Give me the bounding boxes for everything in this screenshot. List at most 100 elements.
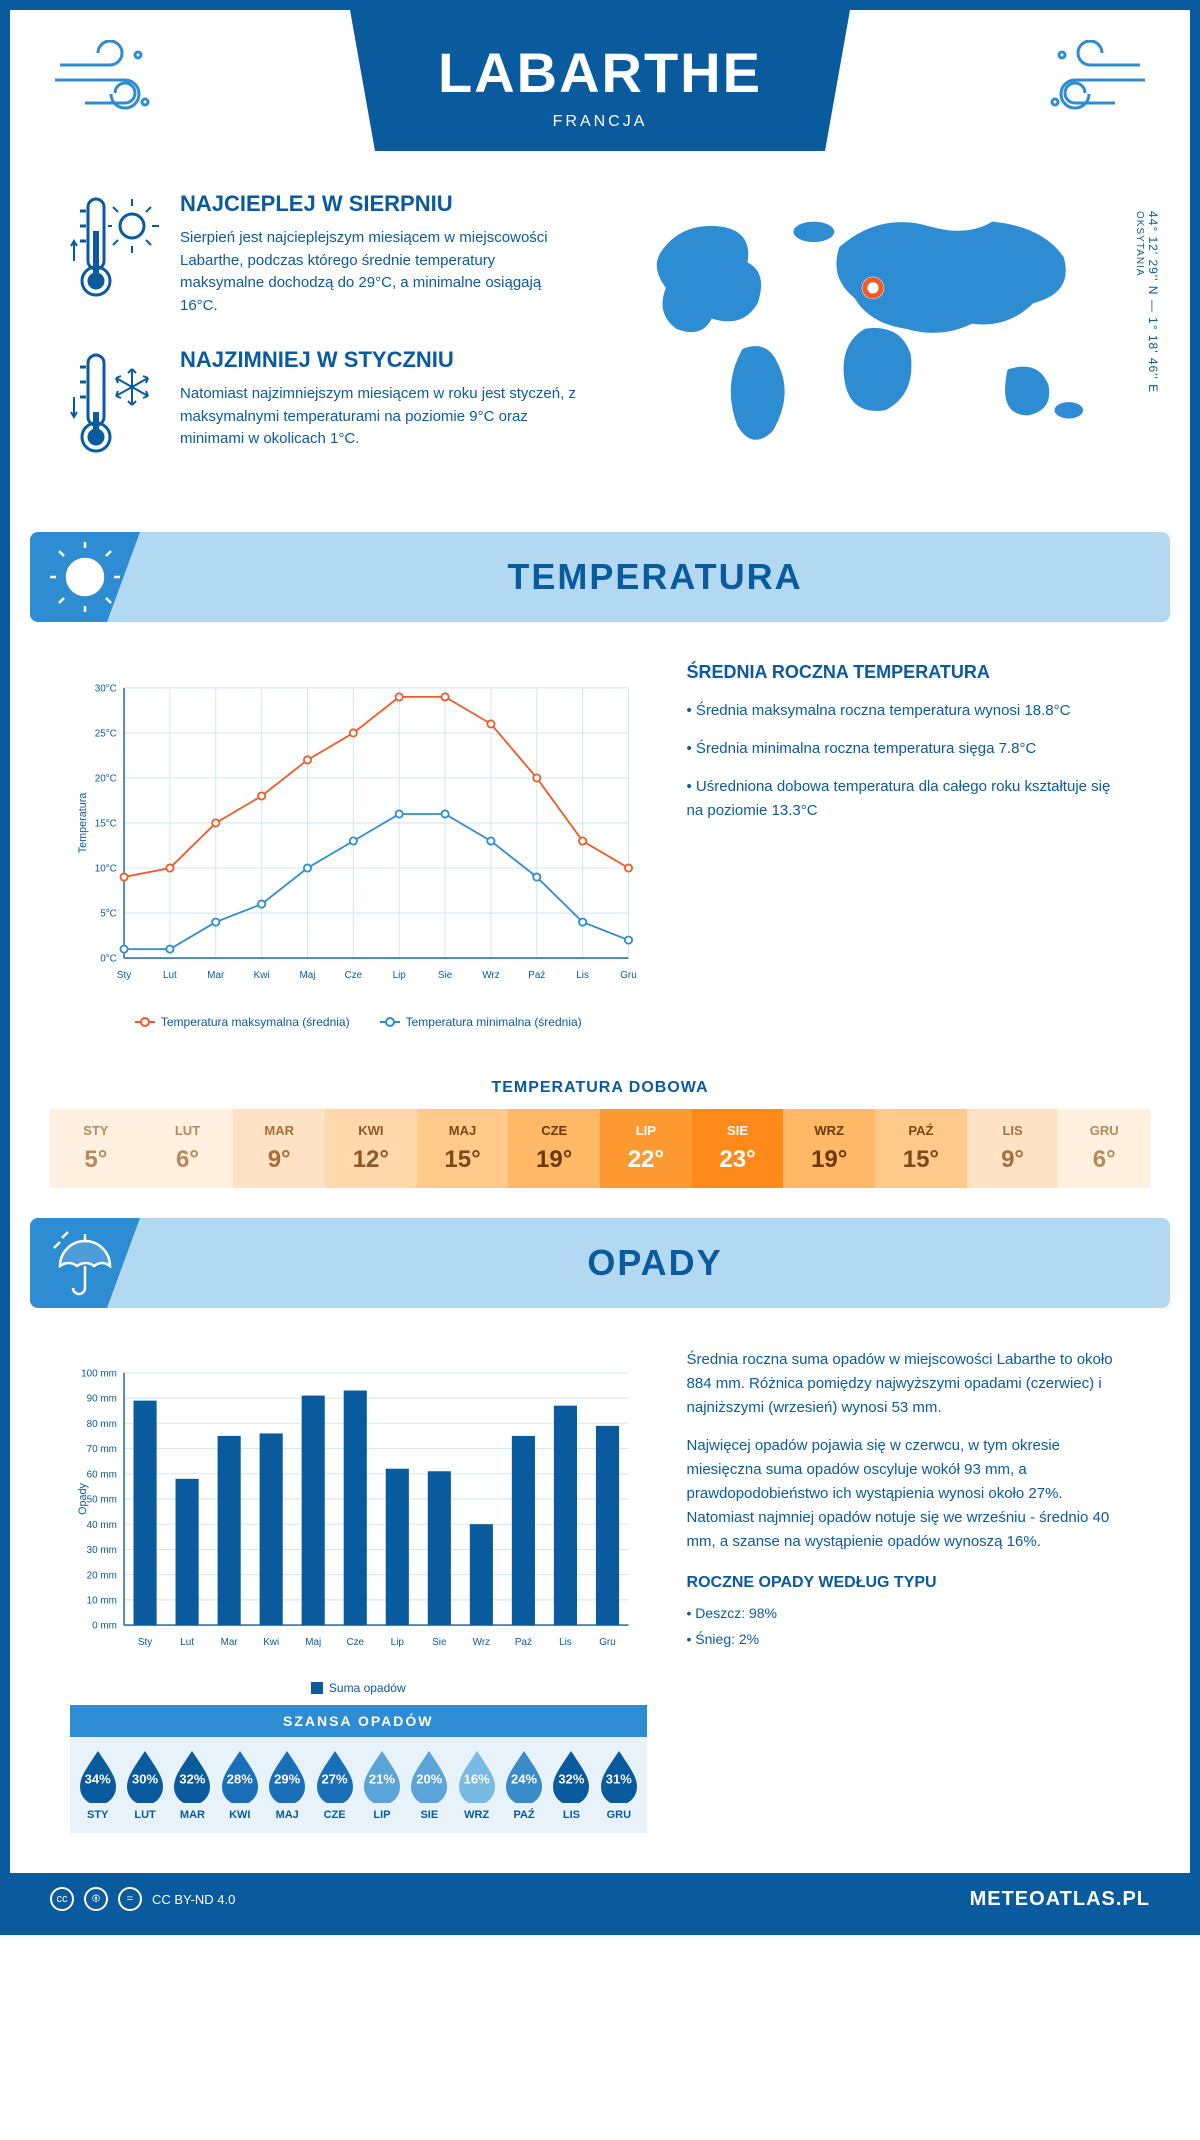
page: LABARTHE FRANCJA <box>0 0 1200 1935</box>
chance-cell: 32%MAR <box>169 1749 216 1821</box>
svg-text:Lis: Lis <box>559 1637 572 1648</box>
chance-cell: 16%WRZ <box>453 1749 500 1821</box>
precip-type-title: ROCZNE OPADY WEDŁUG TYPU <box>687 1574 1130 1592</box>
cold-fact-text: Natomiast najzimniejszym miesiącem w rok… <box>180 383 580 451</box>
avg-temp-bullet: • Średnia maksymalna roczna temperatura … <box>687 699 1130 723</box>
precip-type-snow: • Śnieg: 2% <box>687 1628 1130 1650</box>
daily-cell: LIS9° <box>967 1109 1059 1188</box>
svg-text:Maj: Maj <box>300 970 316 981</box>
page-subtitle: FRANCJA <box>430 113 770 131</box>
svg-text:0 mm: 0 mm <box>92 1621 117 1632</box>
svg-text:Gru: Gru <box>599 1637 616 1648</box>
chance-cell: 20%SIE <box>406 1749 453 1821</box>
temperature-line-chart: 0°C 5°C 10°C 15°C 20°C 25°C 30°C Sty Lut Mar Kwi Ma… <box>70 662 647 1002</box>
svg-text:Paź: Paź <box>528 970 545 981</box>
svg-text:10 mm: 10 mm <box>87 1595 117 1606</box>
svg-text:Sie: Sie <box>432 1637 447 1648</box>
svg-text:70 mm: 70 mm <box>87 1444 117 1455</box>
precip-legend: Suma opadów <box>70 1681 647 1695</box>
by-icon: 🅯 <box>84 1887 108 1911</box>
svg-text:Lut: Lut <box>180 1637 194 1648</box>
hot-fact-title: NAJCIEPLEJ W SIERPNIU <box>180 191 580 217</box>
daily-cell: SIE23° <box>692 1109 784 1188</box>
svg-text:Maj: Maj <box>305 1637 321 1648</box>
chance-cell: 27%CZE <box>311 1749 358 1821</box>
nd-icon: = <box>118 1887 142 1911</box>
svg-text:100 mm: 100 mm <box>81 1368 117 1379</box>
precipitation-bar-chart: 0 mm 10 mm 20 mm 30 mm 40 mm 50 mm 60 mm 70 mm 8… <box>70 1348 647 1668</box>
svg-text:90 mm: 90 mm <box>87 1394 117 1405</box>
svg-text:50 mm: 50 mm <box>87 1495 117 1506</box>
daily-cell: KWI12° <box>325 1109 417 1188</box>
temp-section-header: TEMPERATURA <box>30 532 1170 622</box>
svg-text:10°C: 10°C <box>95 864 117 875</box>
daily-cell: MAR9° <box>233 1109 325 1188</box>
daily-cell: WRZ19° <box>783 1109 875 1188</box>
umbrella-icon <box>50 1228 120 1298</box>
chance-cell: 34%STY <box>74 1749 121 1821</box>
cold-fact-title: NAJZIMNIEJ W STYCZNIU <box>180 347 580 373</box>
chance-cell: 31%GRU <box>595 1749 642 1821</box>
page-title: LABARTHE <box>430 40 770 105</box>
svg-text:0°C: 0°C <box>100 954 117 965</box>
svg-text:60 mm: 60 mm <box>87 1469 117 1480</box>
svg-text:25°C: 25°C <box>95 729 117 740</box>
svg-text:Kwi: Kwi <box>254 970 270 981</box>
svg-text:Sty: Sty <box>138 1637 152 1648</box>
precip-type-rain: • Deszcz: 98% <box>687 1602 1130 1624</box>
svg-text:20°C: 20°C <box>95 774 117 785</box>
svg-text:Opady: Opady <box>77 1482 89 1514</box>
header: LABARTHE FRANCJA <box>10 10 1190 151</box>
avg-temp-title: ŚREDNIA ROCZNA TEMPERATURA <box>687 662 1130 683</box>
daily-temp-row: STY5°LUT6°MAR9°KWI12°MAJ15°CZE19°LIP22°S… <box>50 1109 1150 1188</box>
world-map <box>620 191 1130 456</box>
avg-temp-bullet: • Uśredniona dobowa temperatura dla całe… <box>687 775 1130 823</box>
svg-text:Sty: Sty <box>117 970 131 981</box>
svg-text:15°C: 15°C <box>95 819 117 830</box>
precip-para: Najwięcej opadów pojawia się w czerwcu, … <box>687 1434 1130 1554</box>
daily-cell: LUT6° <box>142 1109 234 1188</box>
svg-text:Lut: Lut <box>163 970 177 981</box>
svg-text:Mar: Mar <box>221 1637 239 1648</box>
svg-text:Kwi: Kwi <box>263 1637 279 1648</box>
svg-text:20 mm: 20 mm <box>87 1570 117 1581</box>
svg-text:Sie: Sie <box>438 970 453 981</box>
chance-cell: 32%LIS <box>548 1749 595 1821</box>
hot-fact-text: Sierpień jest najcieplejszym miesiącem w… <box>180 227 580 317</box>
precip-para: Średnia roczna suma opadów w miejscowośc… <box>687 1348 1130 1420</box>
title-banner: LABARTHE FRANCJA <box>350 10 850 151</box>
svg-text:Cze: Cze <box>346 1637 364 1648</box>
thermometer-cold-icon <box>70 347 160 462</box>
chance-cell: 21%LIP <box>358 1749 405 1821</box>
chance-cell: 29%MAJ <box>264 1749 311 1821</box>
svg-text:40 mm: 40 mm <box>87 1520 117 1531</box>
daily-cell: CZE19° <box>508 1109 600 1188</box>
svg-text:Mar: Mar <box>207 970 225 981</box>
svg-text:Paź: Paź <box>515 1637 532 1648</box>
wind-icon <box>1040 40 1150 125</box>
cold-fact: NAJZIMNIEJ W STYCZNIU Natomiast najzimni… <box>70 347 580 462</box>
svg-text:30°C: 30°C <box>95 683 117 694</box>
svg-text:Temperatura: Temperatura <box>77 793 89 854</box>
svg-text:80 mm: 80 mm <box>87 1419 117 1430</box>
intro-section: NAJCIEPLEJ W SIERPNIU Sierpień jest najc… <box>10 151 1190 522</box>
daily-cell: PAŹ15° <box>875 1109 967 1188</box>
sun-icon <box>50 542 120 612</box>
footer: cc 🅯 = CC BY-ND 4.0 METEOATLAS.PL <box>10 1873 1190 1925</box>
chance-row: 34%STY30%LUT32%MAR28%KWI29%MAJ27%CZE21%L… <box>70 1737 647 1833</box>
daily-cell: MAJ15° <box>417 1109 509 1188</box>
svg-text:Lip: Lip <box>391 1637 405 1648</box>
site-name: METEOATLAS.PL <box>970 1888 1150 1911</box>
daily-cell: GRU6° <box>1058 1109 1150 1188</box>
avg-temp-bullet: • Średnia minimalna roczna temperatura s… <box>687 737 1130 761</box>
cc-icon: cc <box>50 1887 74 1911</box>
daily-temp-title: TEMPERATURA DOBOWA <box>10 1079 1190 1097</box>
license-text: CC BY-ND 4.0 <box>152 1892 235 1907</box>
svg-text:Lip: Lip <box>393 970 407 981</box>
chance-cell: 28%KWI <box>216 1749 263 1821</box>
hot-fact: NAJCIEPLEJ W SIERPNIU Sierpień jest najc… <box>70 191 580 317</box>
chance-cell: 24%PAŹ <box>500 1749 547 1821</box>
svg-text:5°C: 5°C <box>100 909 117 920</box>
svg-text:30 mm: 30 mm <box>87 1545 117 1556</box>
daily-cell: STY5° <box>50 1109 142 1188</box>
